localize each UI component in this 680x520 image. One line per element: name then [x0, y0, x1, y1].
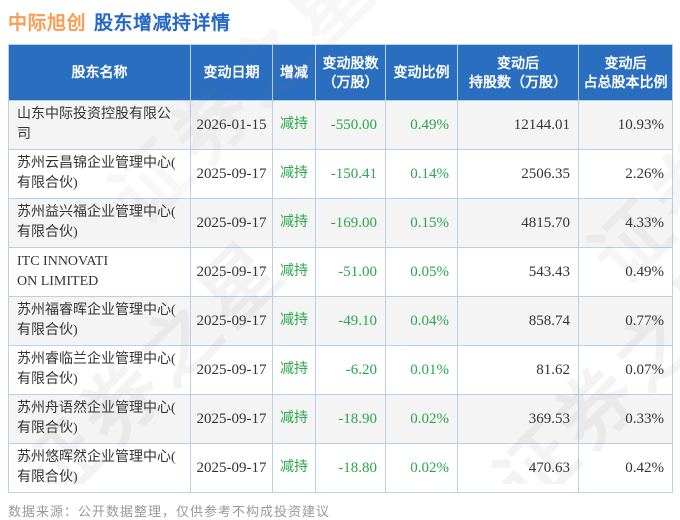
action-cell: 减持: [272, 443, 316, 493]
change-shares-cell: -169.00: [315, 198, 386, 248]
change-shares-cell: -18.80: [315, 443, 386, 493]
ratio-after-cell: 0.49%: [578, 247, 673, 297]
change-date-cell: 2026-01-15: [190, 100, 273, 150]
shareholder-name-cell: 山东中际投资控股有限公司: [8, 100, 191, 150]
ratio-after-cell: 0.77%: [578, 296, 673, 346]
change-ratio-cell: 0.05%: [385, 247, 458, 297]
shares-after-cell: 858.74: [457, 296, 579, 346]
shares-after-cell: 369.53: [457, 394, 579, 444]
table-header-row: 股东名称 变动日期 增减 变动股数 （万股） 变动比例 变动后 持股数（万股） …: [8, 44, 673, 101]
shareholder-change-table: 股东名称 变动日期 增减 变动股数 （万股） 变动比例 变动后 持股数（万股） …: [8, 44, 673, 493]
change-shares-cell: -550.00: [315, 100, 386, 150]
table-row: 苏州舟语然企业管理中心( 有限合伙) 2025-09-17 减持 -18.90 …: [8, 394, 673, 444]
shares-after-cell: 543.43: [457, 247, 579, 297]
table-row: 苏州福睿晖企业管理中心( 有限合伙) 2025-09-17 减持 -49.10 …: [8, 296, 673, 346]
ratio-after-cell: 0.33%: [578, 394, 673, 444]
change-shares-cell: -51.00: [315, 247, 386, 297]
table-row: 苏州睿临兰企业管理中心( 有限合伙) 2025-09-17 减持 -6.20 0…: [8, 345, 673, 395]
shareholder-name-cell: 苏州福睿晖企业管理中心( 有限合伙): [8, 296, 191, 346]
data-source-note: 数据来源：公开数据整理，仅供参考不构成投资建议: [8, 504, 331, 519]
shareholder-name-cell: 苏州益兴福企业管理中心( 有限合伙): [8, 198, 191, 248]
table-row: 苏州悠晖然企业管理中心( 有限合伙) 2025-09-17 减持 -18.80 …: [8, 443, 673, 493]
change-date-cell: 2025-09-17: [190, 345, 273, 395]
change-date-cell: 2025-09-17: [190, 443, 273, 493]
action-cell: 减持: [272, 394, 316, 444]
header-ratio-after: 变动后 占总股本比例: [578, 44, 673, 101]
ratio-after-cell: 0.07%: [578, 345, 673, 395]
shares-after-cell: 4815.70: [457, 198, 579, 248]
header-action: 增减: [272, 44, 316, 101]
action-cell: 减持: [272, 198, 316, 248]
shareholder-name-cell: 苏州舟语然企业管理中心( 有限合伙): [8, 394, 191, 444]
shareholder-name-cell: ITC INNOVATI ON LIMITED: [8, 247, 191, 297]
change-date-cell: 2025-09-17: [190, 296, 273, 346]
ratio-after-cell: 10.93%: [578, 100, 673, 150]
change-shares-cell: -49.10: [315, 296, 386, 346]
change-ratio-cell: 0.02%: [385, 443, 458, 493]
ratio-after-cell: 0.42%: [578, 443, 673, 493]
stock-name: 中际旭创: [8, 13, 87, 34]
action-cell: 减持: [272, 100, 316, 150]
action-cell: 减持: [272, 345, 316, 395]
header-shares-after: 变动后 持股数（万股）: [457, 44, 579, 101]
change-ratio-cell: 0.14%: [385, 149, 458, 199]
table-row: 山东中际投资控股有限公司 2026-01-15 减持 -550.00 0.49%…: [8, 100, 673, 150]
change-ratio-cell: 0.02%: [385, 394, 458, 444]
page-subtitle: 股东增减持详情: [94, 13, 231, 34]
change-ratio-cell: 0.15%: [385, 198, 458, 248]
table-row: 苏州云昌锦企业管理中心( 有限合伙) 2025-09-17 减持 -150.41…: [8, 149, 673, 199]
change-date-cell: 2025-09-17: [190, 149, 273, 199]
table-row: ITC INNOVATI ON LIMITED 2025-09-17 减持 -5…: [8, 247, 673, 297]
change-ratio-cell: 0.01%: [385, 345, 458, 395]
change-date-cell: 2025-09-17: [190, 247, 273, 297]
change-shares-cell: -18.90: [315, 394, 386, 444]
action-cell: 减持: [272, 149, 316, 199]
page-title: 中际旭创 股东增减持详情: [0, 0, 680, 35]
action-cell: 减持: [272, 296, 316, 346]
shares-after-cell: 470.63: [457, 443, 579, 493]
shareholder-name-cell: 苏州悠晖然企业管理中心( 有限合伙): [8, 443, 191, 493]
shareholder-name-cell: 苏州云昌锦企业管理中心( 有限合伙): [8, 149, 191, 199]
table-row: 苏州益兴福企业管理中心( 有限合伙) 2025-09-17 减持 -169.00…: [8, 198, 673, 248]
header-change-shares: 变动股数 （万股）: [315, 44, 386, 101]
header-change-ratio: 变动比例: [385, 44, 458, 101]
ratio-after-cell: 2.26%: [578, 149, 673, 199]
change-ratio-cell: 0.49%: [385, 100, 458, 150]
change-shares-cell: -150.41: [315, 149, 386, 199]
action-cell: 减持: [272, 247, 316, 297]
change-date-cell: 2025-09-17: [190, 198, 273, 248]
header-shareholder-name: 股东名称: [8, 44, 191, 101]
change-date-cell: 2025-09-17: [190, 394, 273, 444]
change-shares-cell: -6.20: [315, 345, 386, 395]
ratio-after-cell: 4.33%: [578, 198, 673, 248]
header-change-date: 变动日期: [190, 44, 273, 101]
shares-after-cell: 81.62: [457, 345, 579, 395]
shares-after-cell: 12144.01: [457, 100, 579, 150]
shares-after-cell: 2506.35: [457, 149, 579, 199]
change-ratio-cell: 0.04%: [385, 296, 458, 346]
shareholder-name-cell: 苏州睿临兰企业管理中心( 有限合伙): [8, 345, 191, 395]
